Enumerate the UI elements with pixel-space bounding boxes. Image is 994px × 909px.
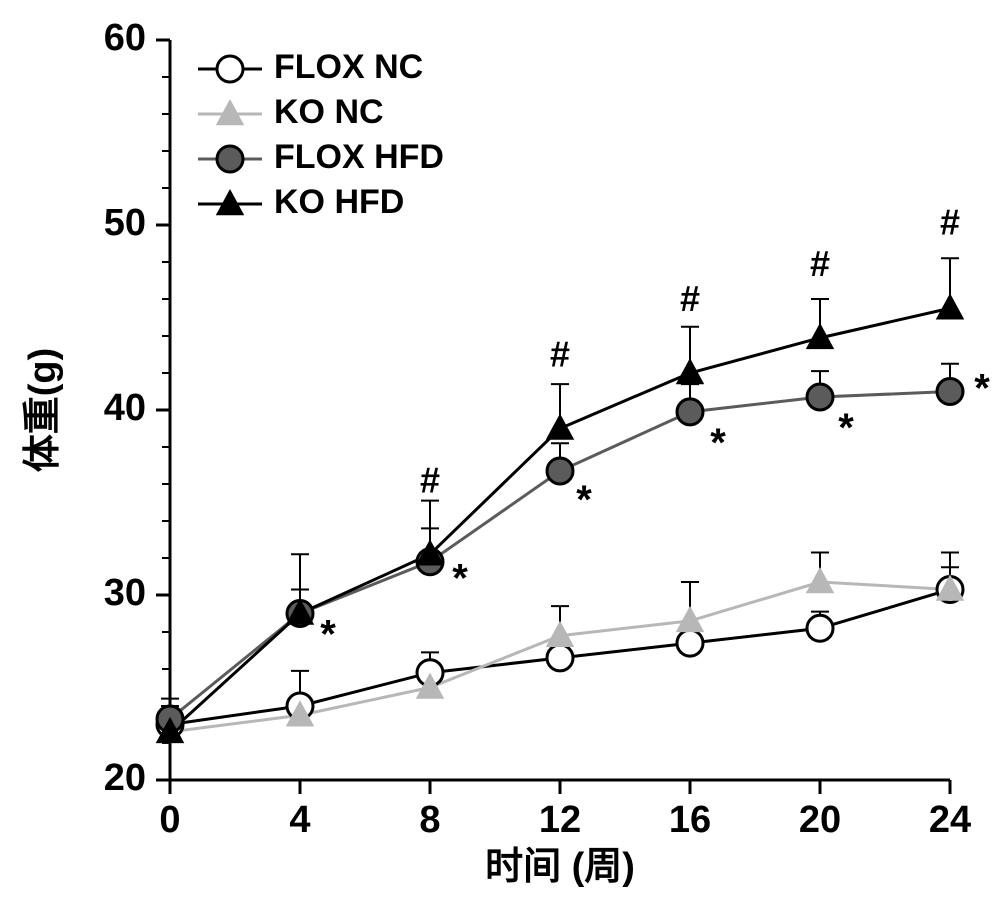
- line-chart: 20 30 40 50 60 体重(g) 0 4 8 12 16 20 24 时间 (周) * * * * * * # #…: [0, 0, 994, 909]
- y-tick-label: 60: [104, 17, 146, 59]
- x-tick-label: 16: [669, 799, 711, 841]
- y-tick-label: 30: [104, 572, 146, 614]
- legend-label: KO NC: [274, 93, 384, 131]
- y-axis-label: 体重(g): [22, 348, 64, 473]
- x-tick-label: 0: [159, 799, 180, 841]
- y-tick-label: 20: [104, 757, 146, 799]
- x-tick-label: 24: [929, 799, 971, 841]
- sig-annot: *: [838, 406, 854, 450]
- sig-annot: *: [452, 557, 468, 601]
- sig-annot: #: [680, 278, 700, 319]
- sig-annot: *: [576, 478, 592, 522]
- chart-container: { "chart": { "type": "line", "width": 99…: [0, 0, 994, 909]
- x-tick-label: 12: [539, 799, 581, 841]
- sig-annot: *: [710, 421, 726, 465]
- y-tick-label: 50: [104, 202, 146, 244]
- sig-annot: #: [810, 243, 830, 284]
- sig-annot: *: [974, 367, 990, 411]
- x-axis-label: 时间 (周): [485, 846, 635, 888]
- legend-label: KO HFD: [274, 183, 404, 221]
- sig-annot: #: [420, 459, 440, 500]
- sig-annot: #: [550, 334, 570, 375]
- y-tick-label: 40: [104, 387, 146, 429]
- sig-annot: *: [320, 613, 336, 657]
- x-tick-label: 20: [799, 799, 841, 841]
- sig-annot: #: [940, 201, 960, 242]
- legend-label: FLOX NC: [274, 48, 423, 86]
- legend-label: FLOX HFD: [274, 138, 444, 176]
- x-tick-label: 8: [419, 799, 440, 841]
- x-tick-label: 4: [289, 799, 310, 841]
